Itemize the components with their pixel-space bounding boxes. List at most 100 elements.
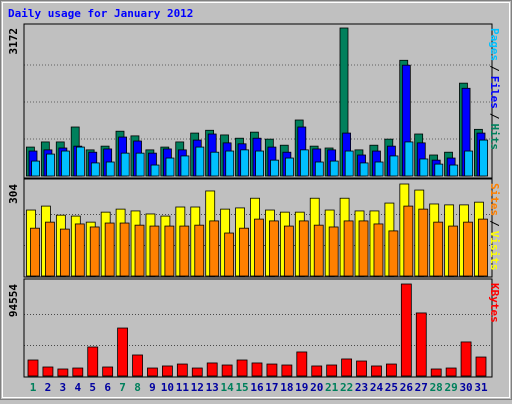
legend-entry: Visits [488, 231, 501, 271]
bar [164, 225, 175, 277]
bar [430, 368, 442, 377]
x-tick-label: 23 [355, 381, 368, 394]
bar [311, 365, 323, 377]
x-tick-label: 5 [89, 381, 96, 394]
bar [313, 224, 324, 277]
legend-separator: / [488, 113, 501, 120]
bar [161, 365, 173, 377]
bar [150, 164, 160, 177]
bar [479, 139, 489, 177]
chart-title: Daily usage for January 2012 [8, 7, 193, 20]
bar [104, 222, 115, 277]
bar [404, 141, 414, 177]
bar [418, 208, 429, 277]
bar [463, 221, 473, 277]
bar [176, 363, 188, 377]
x-tick-label: 24 [370, 381, 384, 394]
bar [385, 363, 397, 377]
bar [281, 364, 293, 377]
bar [225, 150, 235, 177]
bar [283, 225, 294, 277]
legend: KBytes [488, 283, 501, 323]
bar [72, 367, 84, 377]
bar [209, 220, 220, 277]
bar [403, 205, 414, 277]
bar [464, 150, 474, 177]
bar [57, 368, 69, 377]
x-tick-label: 15 [235, 381, 248, 394]
legend-separator: / [488, 220, 501, 227]
bar [191, 367, 203, 377]
x-tick-label: 30 [459, 381, 472, 394]
x-tick-label: 31 [474, 381, 488, 394]
x-tick-label: 18 [280, 381, 293, 394]
bar [90, 162, 100, 177]
x-tick-label: 21 [325, 381, 339, 394]
bar [314, 161, 324, 177]
bar [149, 225, 160, 277]
bar [165, 157, 175, 177]
frame-inner [2, 2, 510, 398]
x-tick-label: 17 [265, 381, 278, 394]
x-tick-label: 12 [191, 381, 204, 394]
bar [195, 146, 205, 177]
bar [329, 160, 339, 177]
x-tick-label: 22 [340, 381, 353, 394]
bar [45, 221, 55, 277]
bar [251, 362, 263, 377]
x-tick-label: 20 [310, 381, 323, 394]
bar [255, 150, 265, 177]
bar [343, 220, 354, 277]
bar [135, 152, 145, 177]
bar [61, 150, 70, 177]
x-tick-label: 4 [74, 381, 81, 394]
bar [206, 362, 218, 377]
bar [400, 283, 412, 377]
legend-entry: Pages [488, 28, 501, 61]
bar [221, 364, 233, 377]
bar [236, 359, 248, 377]
y-tick-label: 304 [7, 184, 20, 204]
y-tick-label: 94554 [7, 284, 20, 317]
bar [117, 327, 128, 377]
legend: Pages / Files / Hits [488, 28, 501, 150]
bar [445, 367, 457, 377]
bar [120, 152, 130, 177]
bar [269, 220, 279, 277]
bar [326, 364, 338, 377]
bar [449, 164, 459, 177]
x-tick-label: 3 [60, 381, 67, 394]
bar [298, 220, 309, 277]
bar [147, 367, 158, 377]
bar [341, 358, 353, 377]
bar [74, 223, 85, 277]
legend-entry: Sites [488, 183, 501, 216]
x-tick-label: 29 [445, 381, 458, 394]
bar [475, 356, 487, 377]
bar [371, 365, 382, 377]
bar [344, 150, 354, 177]
bar [356, 360, 367, 377]
bar [433, 221, 444, 277]
x-tick-label: 27 [415, 381, 428, 394]
bar [89, 226, 100, 277]
bar [389, 155, 399, 177]
bar [105, 161, 115, 177]
bar [30, 227, 40, 277]
bar [460, 341, 472, 377]
bar [359, 162, 369, 177]
bar [180, 155, 190, 177]
x-tick-label: 11 [176, 381, 190, 394]
bar [299, 149, 309, 177]
bar [374, 161, 384, 177]
x-tick-label: 1 [30, 381, 37, 394]
legend: Sites / Visits [488, 183, 501, 271]
bar [27, 359, 39, 377]
x-tick-label: 2 [45, 381, 52, 394]
x-tick-label: 25 [385, 381, 398, 394]
bar [478, 218, 488, 277]
bar [296, 351, 308, 377]
bar [358, 220, 369, 277]
bar [102, 366, 114, 377]
